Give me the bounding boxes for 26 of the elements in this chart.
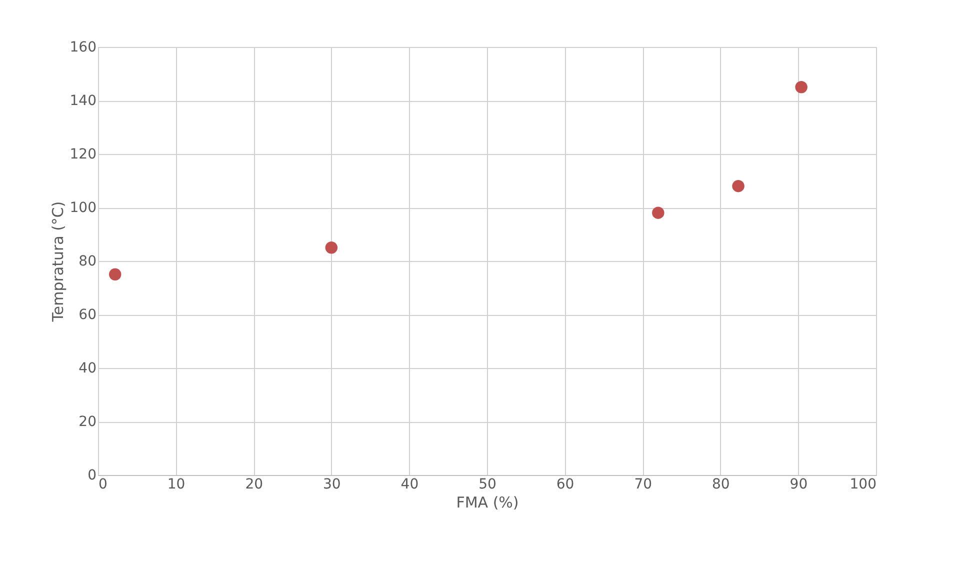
x-tick-label: 0: [98, 476, 108, 492]
x-tick-label: 10: [167, 476, 186, 492]
y-tick-label: 100: [70, 200, 96, 216]
y-tick-label: 40: [78, 360, 96, 376]
x-tick-label: 90: [790, 476, 808, 492]
y-axis-title: Tempratura (°C): [48, 201, 67, 323]
point: [108, 268, 122, 280]
x-tick-label: 50: [478, 476, 496, 492]
x-tick-label: 60: [556, 476, 574, 492]
y-tick-label: 80: [78, 254, 96, 270]
x-tick-label: 40: [400, 476, 419, 492]
point: [795, 81, 808, 94]
x-tick-label: 30: [322, 476, 341, 492]
y-tick-label: 120: [70, 146, 96, 162]
y-tick-label: 160: [70, 40, 96, 56]
x-tick-label: 80: [712, 476, 730, 492]
x-tick-label: 70: [634, 476, 652, 492]
y-tick-label: 60: [78, 307, 96, 323]
point: [325, 242, 338, 254]
point: [652, 206, 664, 219]
x-tick-label: 20: [245, 476, 264, 492]
y-tick-label: 20: [78, 414, 96, 430]
x-tick-label: 100: [850, 476, 876, 492]
x-axis-title: FMA (%): [456, 494, 519, 512]
point: [732, 180, 744, 192]
y-tick-label: 140: [70, 93, 96, 109]
